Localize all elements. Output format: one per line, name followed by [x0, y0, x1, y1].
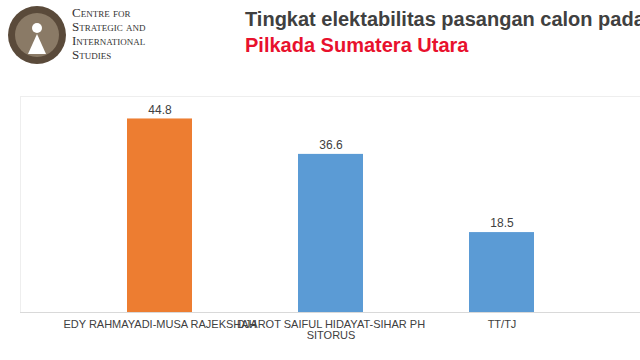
html-text:Pilkada Sumatera Utara: Pilkada Sumatera Utara	[245, 34, 469, 56]
svg-text:DJAROT SAIFUL HIDAYAT-SIHAR PH: DJAROT SAIFUL HIDAYAT-SIHAR PHSITORUS	[237, 318, 425, 341]
svg-text:EDY RAHMAYADI-MUSA RAJEKSHAH: EDY RAHMAYADI-MUSA RAJEKSHAH	[63, 318, 256, 330]
svg-text:TT/TJ: TT/TJ	[488, 318, 517, 330]
svg-text:36.6: 36.6	[319, 138, 343, 152]
svg-text:44.8: 44.8	[148, 103, 172, 117]
html-text:Centre for Strategic and Inter: Centre for Strategic and International S…	[72, 5, 146, 62]
svg-text:18.5: 18.5	[490, 216, 514, 230]
